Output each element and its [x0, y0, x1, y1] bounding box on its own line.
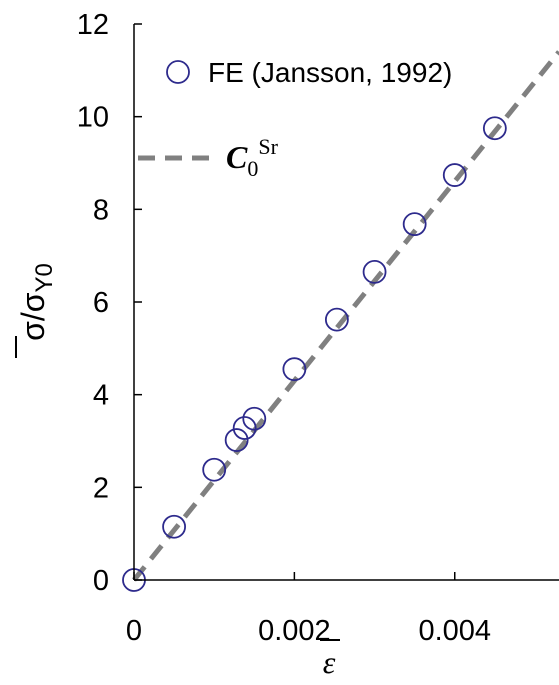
y-tick-label: 2 [93, 472, 109, 504]
y-axis-label: σ/σY0 [15, 263, 58, 358]
marker-layer [122, 116, 507, 592]
data-point [224, 428, 249, 452]
data-point [442, 163, 467, 187]
y-ticks: 0 2 4 6 8 10 12 [77, 9, 142, 597]
data-point [242, 406, 267, 431]
svg-text:σ/σY0: σ/σY0 [15, 263, 58, 341]
y-tick-label: 8 [93, 194, 109, 226]
y-tick-label: 0 [93, 565, 109, 597]
y-axis-label-numerator: σ [15, 321, 51, 341]
y-axis-label-subscript: Y0 [31, 263, 58, 292]
legend-circle-marker [166, 60, 190, 84]
data-point [402, 212, 427, 237]
x-axis-label: ε [320, 639, 340, 680]
y-tick-label: 6 [93, 287, 109, 319]
data-point [162, 514, 186, 539]
legend-label-c0sr: C0Sr [226, 134, 279, 181]
legend-label-fe: FE (Jansson, 1992) [208, 57, 452, 88]
data-point [362, 259, 387, 284]
data-point [202, 457, 227, 482]
data-point [482, 116, 507, 141]
x-tick-label: 0.002 [258, 615, 331, 647]
y-tick-label: 4 [93, 380, 109, 412]
data-point [324, 307, 349, 332]
x-tick-label: 0.004 [418, 615, 491, 647]
x-ticks: 0 0.002 0.004 [126, 572, 491, 647]
data-point [232, 416, 257, 440]
data-point [282, 357, 307, 382]
x-axis-label-text: ε [323, 644, 336, 680]
x-tick-label: 0 [126, 615, 142, 647]
y-axis-label-denominator: σ [15, 292, 51, 312]
legend-entry-fe: FE (Jansson, 1992) [166, 57, 452, 88]
y-tick-label: 10 [77, 102, 109, 134]
axes [133, 24, 559, 581]
legend: FE (Jansson, 1992) C0Sr [138, 57, 452, 181]
y-tick-label: 12 [77, 9, 109, 41]
legend-entry-c0sr: C0Sr [138, 134, 279, 181]
